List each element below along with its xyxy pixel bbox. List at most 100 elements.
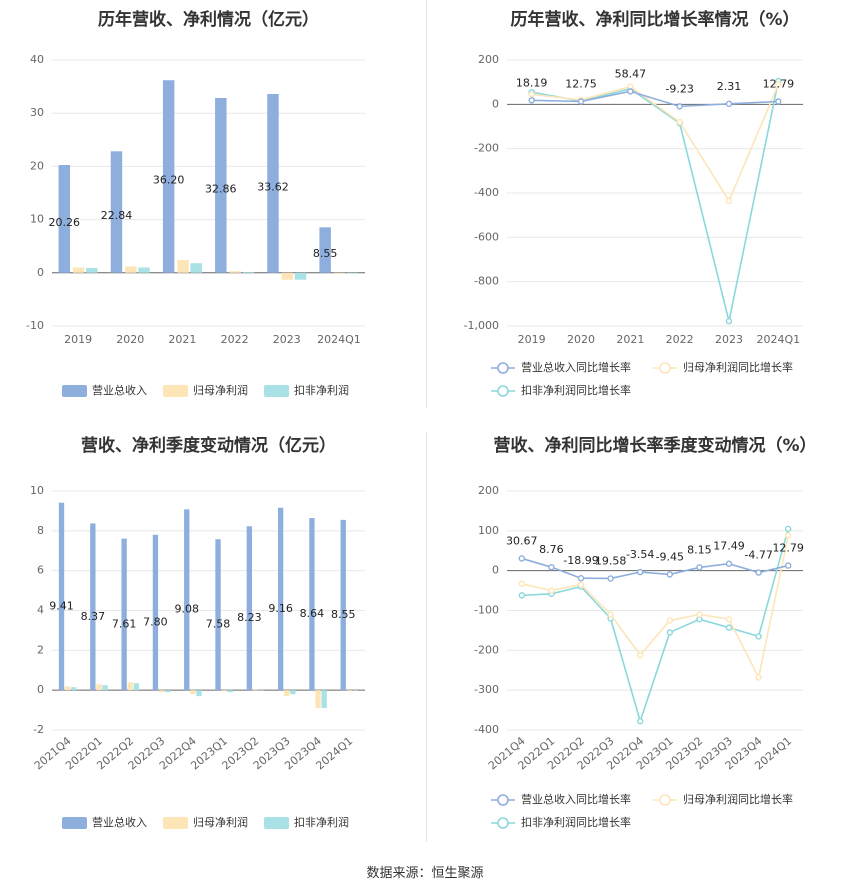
bar-revenue bbox=[121, 538, 127, 691]
series-point bbox=[696, 611, 703, 618]
chart-title: 历年营收、净利同比增长率情况（%） bbox=[510, 9, 799, 30]
y-tick-label: -200 bbox=[474, 643, 499, 656]
annual-growth-rate-svg: 历年营收、净利同比增长率情况（%） -1,000 -800 -600 -400 -200 0… bbox=[464, 9, 803, 397]
chart-title: 历年营收、净利情况（亿元） bbox=[98, 9, 319, 30]
bar-net-profit bbox=[127, 682, 133, 691]
bar-revenue bbox=[152, 534, 159, 691]
bar-data-label: 9.41 bbox=[49, 599, 74, 612]
y-tick-label: 20 bbox=[30, 159, 44, 172]
y-tick-label: 8 bbox=[37, 524, 44, 537]
series-point bbox=[725, 197, 733, 204]
legend-swatch bbox=[264, 817, 289, 829]
series-point bbox=[528, 97, 535, 104]
bar-data-label: 33.62 bbox=[257, 180, 289, 193]
line-data-label: 2.31 bbox=[717, 80, 742, 93]
series-point bbox=[676, 103, 683, 110]
bar-data-label: 7.58 bbox=[206, 618, 231, 631]
bar-deducted-profit bbox=[321, 690, 327, 709]
series-point bbox=[725, 624, 733, 631]
legend-label: 扣非净利润 bbox=[294, 815, 349, 829]
series-point bbox=[785, 525, 792, 533]
bar-deducted-profit bbox=[352, 690, 359, 691]
series-point bbox=[577, 581, 585, 588]
series-point bbox=[755, 633, 762, 640]
legend-swatch bbox=[163, 385, 188, 397]
series-point bbox=[518, 580, 526, 588]
bar-net-profit bbox=[221, 690, 227, 692]
line-data-label: 18.19 bbox=[516, 76, 548, 89]
legend-label: 营业总收入 bbox=[92, 383, 147, 397]
quarterly-revenue-profit-chart: 营收、净利季度变动情况（亿元） -2 0 2 4 6 8 10 2021Q4 2022Q1 2022… bbox=[0, 430, 425, 860]
bar-data-label: 9.08 bbox=[174, 603, 199, 616]
bar-revenue bbox=[58, 502, 65, 691]
bar-revenue bbox=[267, 93, 279, 273]
bar-net-profit bbox=[72, 267, 85, 273]
x-tick-label: 2023 bbox=[715, 333, 743, 346]
series-point bbox=[725, 317, 733, 325]
line-data-label: 17.49 bbox=[713, 540, 745, 553]
series-point bbox=[666, 571, 674, 578]
series-point bbox=[666, 617, 674, 624]
legend-label: 扣非净利润同比增长率 bbox=[521, 383, 631, 397]
y-tick-label: 6 bbox=[37, 564, 44, 577]
bar-revenue bbox=[319, 227, 331, 273]
series-point bbox=[577, 575, 585, 582]
legend-swatch bbox=[264, 385, 289, 397]
line-data-label: -9.45 bbox=[656, 550, 684, 563]
legend-label: 扣非净利润同比增长率 bbox=[521, 815, 631, 829]
y-tick-label: 200 bbox=[478, 53, 499, 66]
annual-revenue-profit-chart: 历年营收、净利情况（亿元） -10 0 10 20 30 40 2019 2020 2021 202… bbox=[0, 0, 425, 430]
legend-swatch bbox=[62, 817, 87, 829]
series-point bbox=[518, 592, 526, 599]
bar-deducted-profit bbox=[138, 267, 150, 273]
legend-label: 营业总收入 bbox=[92, 815, 147, 829]
line-data-label: -18.99 bbox=[563, 554, 598, 567]
bottom-divider bbox=[426, 432, 427, 842]
bar-net-profit bbox=[158, 690, 165, 693]
bar-deducted-profit bbox=[258, 690, 265, 691]
series-point bbox=[548, 587, 555, 594]
line-data-label: 19.58 bbox=[595, 554, 627, 567]
bar-data-label: 32.86 bbox=[205, 182, 237, 195]
bar-revenue bbox=[215, 539, 221, 691]
line-data-label: 30.67 bbox=[506, 534, 538, 547]
series-point bbox=[755, 569, 762, 576]
bar-data-label: 20.26 bbox=[49, 216, 81, 229]
series-point bbox=[725, 560, 733, 567]
y-tick-label: 2 bbox=[37, 643, 44, 656]
series-point bbox=[627, 88, 634, 95]
bar-deducted-profit bbox=[102, 685, 108, 691]
line-data-label: 8.76 bbox=[539, 543, 564, 556]
y-tick-label: 200 bbox=[478, 484, 499, 497]
bar-deducted-profit bbox=[165, 690, 171, 693]
top-divider bbox=[426, 0, 427, 408]
series-line-revenue bbox=[531, 90, 779, 108]
legend-label: 归母净利润 bbox=[193, 815, 248, 829]
series-point bbox=[666, 629, 674, 636]
bar-revenue bbox=[246, 526, 252, 691]
bar-data-label: 8.23 bbox=[237, 611, 262, 624]
chart-title: 营收、净利季度变动情况（亿元） bbox=[81, 435, 336, 456]
line-data-label: 8.15 bbox=[687, 543, 712, 556]
bar-net-profit bbox=[177, 260, 189, 273]
bar-deducted-profit bbox=[190, 263, 202, 273]
annual-growth-rate-chart: 历年营收、净利同比增长率情况（%） -1,000 -800 -600 -400 -200 0… bbox=[425, 0, 850, 430]
legend-swatch bbox=[163, 817, 188, 829]
y-tick-label: 40 bbox=[30, 53, 44, 66]
x-tick-label: 2021 bbox=[168, 333, 196, 346]
series-point bbox=[528, 91, 535, 98]
legend-label: 营业总收入同比增长率 bbox=[521, 792, 631, 806]
series-point bbox=[785, 532, 792, 539]
series-point bbox=[548, 563, 555, 571]
series-point bbox=[696, 564, 703, 571]
bar-net-profit bbox=[96, 684, 102, 691]
bar-revenue bbox=[309, 518, 315, 691]
bar-net-profit bbox=[315, 690, 321, 709]
y-tick-label: 100 bbox=[478, 524, 499, 537]
line-data-label: -3.54 bbox=[626, 548, 654, 561]
quarterly-growth-rate-chart: 营收、净利同比增长率季度变动情况（%） -400 -300 -200 -100 0 100 2… bbox=[425, 430, 850, 860]
bar-revenue bbox=[162, 80, 175, 273]
annual-revenue-profit-svg: 历年营收、净利情况（亿元） -10 0 10 20 30 40 2019 2020 2021 202… bbox=[26, 9, 365, 397]
x-tick-label: 2024Q1 bbox=[757, 333, 801, 346]
bar-net-profit bbox=[281, 272, 294, 280]
